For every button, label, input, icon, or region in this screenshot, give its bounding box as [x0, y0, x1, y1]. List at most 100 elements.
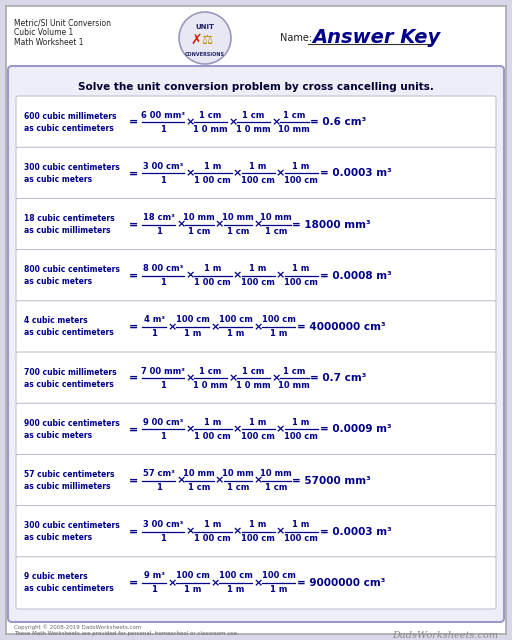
Text: 1: 1: [156, 227, 161, 236]
Text: ×: ×: [185, 117, 195, 127]
Text: Metric/SI Unit Conversion: Metric/SI Unit Conversion: [14, 18, 111, 27]
Text: ✗: ✗: [190, 33, 202, 47]
Text: =: =: [129, 322, 138, 332]
Text: Math Worksheet 1: Math Worksheet 1: [14, 38, 83, 47]
Text: = 9000000 cm³: = 9000000 cm³: [297, 578, 386, 588]
Text: ×: ×: [210, 578, 220, 588]
Text: = 0.6 cm³: = 0.6 cm³: [310, 117, 367, 127]
Text: ×: ×: [215, 220, 224, 230]
Text: 1 m: 1 m: [270, 586, 287, 595]
Circle shape: [179, 12, 231, 64]
Text: 100 cm: 100 cm: [176, 572, 209, 580]
Text: 1 m: 1 m: [204, 264, 221, 273]
Text: Cubic Volume 1: Cubic Volume 1: [14, 28, 73, 37]
Text: 1 cm: 1 cm: [265, 483, 287, 492]
Text: 4 m³: 4 m³: [143, 316, 164, 324]
Text: 1 m: 1 m: [249, 520, 267, 529]
Text: 600 cubic millimeters: 600 cubic millimeters: [24, 111, 117, 120]
Text: 1 m: 1 m: [249, 418, 267, 427]
Text: 100 cm: 100 cm: [176, 316, 209, 324]
Text: as cubic meters: as cubic meters: [24, 431, 92, 440]
Text: as cubic meters: as cubic meters: [24, 175, 92, 184]
Text: as cubic centimeters: as cubic centimeters: [24, 380, 114, 388]
Text: 1 00 cm: 1 00 cm: [195, 432, 231, 441]
Text: =: =: [129, 476, 138, 486]
Text: 1 m: 1 m: [204, 162, 221, 171]
Text: ×: ×: [185, 271, 195, 281]
Text: 100 cm: 100 cm: [241, 432, 275, 441]
FancyBboxPatch shape: [16, 403, 496, 456]
Text: 10 mm: 10 mm: [279, 381, 310, 390]
Text: 8 00 cm³: 8 00 cm³: [143, 264, 183, 273]
Text: 4 cubic meters: 4 cubic meters: [24, 316, 88, 325]
Text: 1: 1: [156, 483, 161, 492]
Text: = 0.0003 m³: = 0.0003 m³: [319, 527, 391, 537]
Text: ×: ×: [233, 424, 242, 435]
Text: 1 cm: 1 cm: [227, 227, 249, 236]
Text: 1: 1: [151, 586, 157, 595]
Text: ×: ×: [210, 322, 220, 332]
Text: 1 0 mm: 1 0 mm: [193, 381, 228, 390]
FancyBboxPatch shape: [16, 506, 496, 558]
Text: ×: ×: [253, 220, 263, 230]
Text: 1 m: 1 m: [204, 418, 221, 427]
Text: =: =: [129, 271, 138, 281]
Text: ×: ×: [176, 476, 186, 486]
FancyBboxPatch shape: [16, 301, 496, 353]
Text: 1 cm: 1 cm: [283, 111, 306, 120]
Text: 1 m: 1 m: [227, 330, 244, 339]
Text: 100 cm: 100 cm: [262, 316, 295, 324]
Text: 100 cm: 100 cm: [241, 278, 275, 287]
Text: 10 mm: 10 mm: [222, 213, 253, 222]
Text: =: =: [129, 117, 138, 127]
Text: 1 0 mm: 1 0 mm: [236, 125, 271, 134]
Text: 9 00 cm³: 9 00 cm³: [143, 418, 183, 427]
Text: =: =: [129, 220, 138, 230]
Text: 1 m: 1 m: [249, 264, 267, 273]
Text: 1 cm: 1 cm: [265, 227, 287, 236]
FancyBboxPatch shape: [16, 250, 496, 302]
Text: 10 mm: 10 mm: [261, 469, 292, 478]
Text: ×: ×: [185, 424, 195, 435]
Text: DadsWorksheets.com: DadsWorksheets.com: [392, 631, 498, 640]
Text: 10 mm: 10 mm: [279, 125, 310, 134]
Text: 1 m: 1 m: [292, 520, 310, 529]
Text: = 0.0008 m³: = 0.0008 m³: [319, 271, 391, 281]
Text: 1 cm: 1 cm: [199, 367, 222, 376]
Text: =: =: [129, 527, 138, 537]
Text: 1 cm: 1 cm: [199, 111, 222, 120]
Text: as cubic centimeters: as cubic centimeters: [24, 328, 114, 337]
Text: 3 00 cm³: 3 00 cm³: [143, 520, 183, 529]
Text: 1: 1: [160, 432, 166, 441]
Text: 10 mm: 10 mm: [183, 469, 215, 478]
Text: 3 00 cm³: 3 00 cm³: [143, 162, 183, 171]
Text: 1: 1: [160, 381, 166, 390]
Text: 1 cm: 1 cm: [188, 483, 210, 492]
Text: 700 cubic millimeters: 700 cubic millimeters: [24, 367, 117, 376]
Text: 1 00 cm: 1 00 cm: [195, 534, 231, 543]
Text: 800 cubic centimeters: 800 cubic centimeters: [24, 265, 120, 274]
Text: UNIT: UNIT: [196, 24, 215, 30]
Text: Answer Key: Answer Key: [312, 28, 440, 47]
Text: = 18000 mm³: = 18000 mm³: [292, 220, 371, 230]
Text: 1 cm: 1 cm: [242, 367, 265, 376]
Text: 1: 1: [160, 176, 166, 185]
FancyBboxPatch shape: [16, 147, 496, 200]
Text: 1: 1: [160, 125, 166, 134]
Text: = 0.7 cm³: = 0.7 cm³: [310, 373, 367, 383]
Text: ×: ×: [253, 476, 263, 486]
Text: = 57000 mm³: = 57000 mm³: [292, 476, 371, 486]
Text: 1 m: 1 m: [204, 520, 221, 529]
Text: 57 cm³: 57 cm³: [143, 469, 175, 478]
Text: =: =: [129, 578, 138, 588]
Text: 100 cm: 100 cm: [284, 432, 318, 441]
Text: 100 cm: 100 cm: [219, 316, 252, 324]
Text: 10 mm: 10 mm: [183, 213, 215, 222]
Text: 100 cm: 100 cm: [284, 176, 318, 185]
FancyBboxPatch shape: [16, 198, 496, 251]
Text: 1: 1: [160, 534, 166, 543]
FancyBboxPatch shape: [8, 66, 504, 622]
Text: as cubic centimeters: as cubic centimeters: [24, 584, 114, 593]
Text: =: =: [129, 424, 138, 435]
Text: 1 m: 1 m: [249, 162, 267, 171]
